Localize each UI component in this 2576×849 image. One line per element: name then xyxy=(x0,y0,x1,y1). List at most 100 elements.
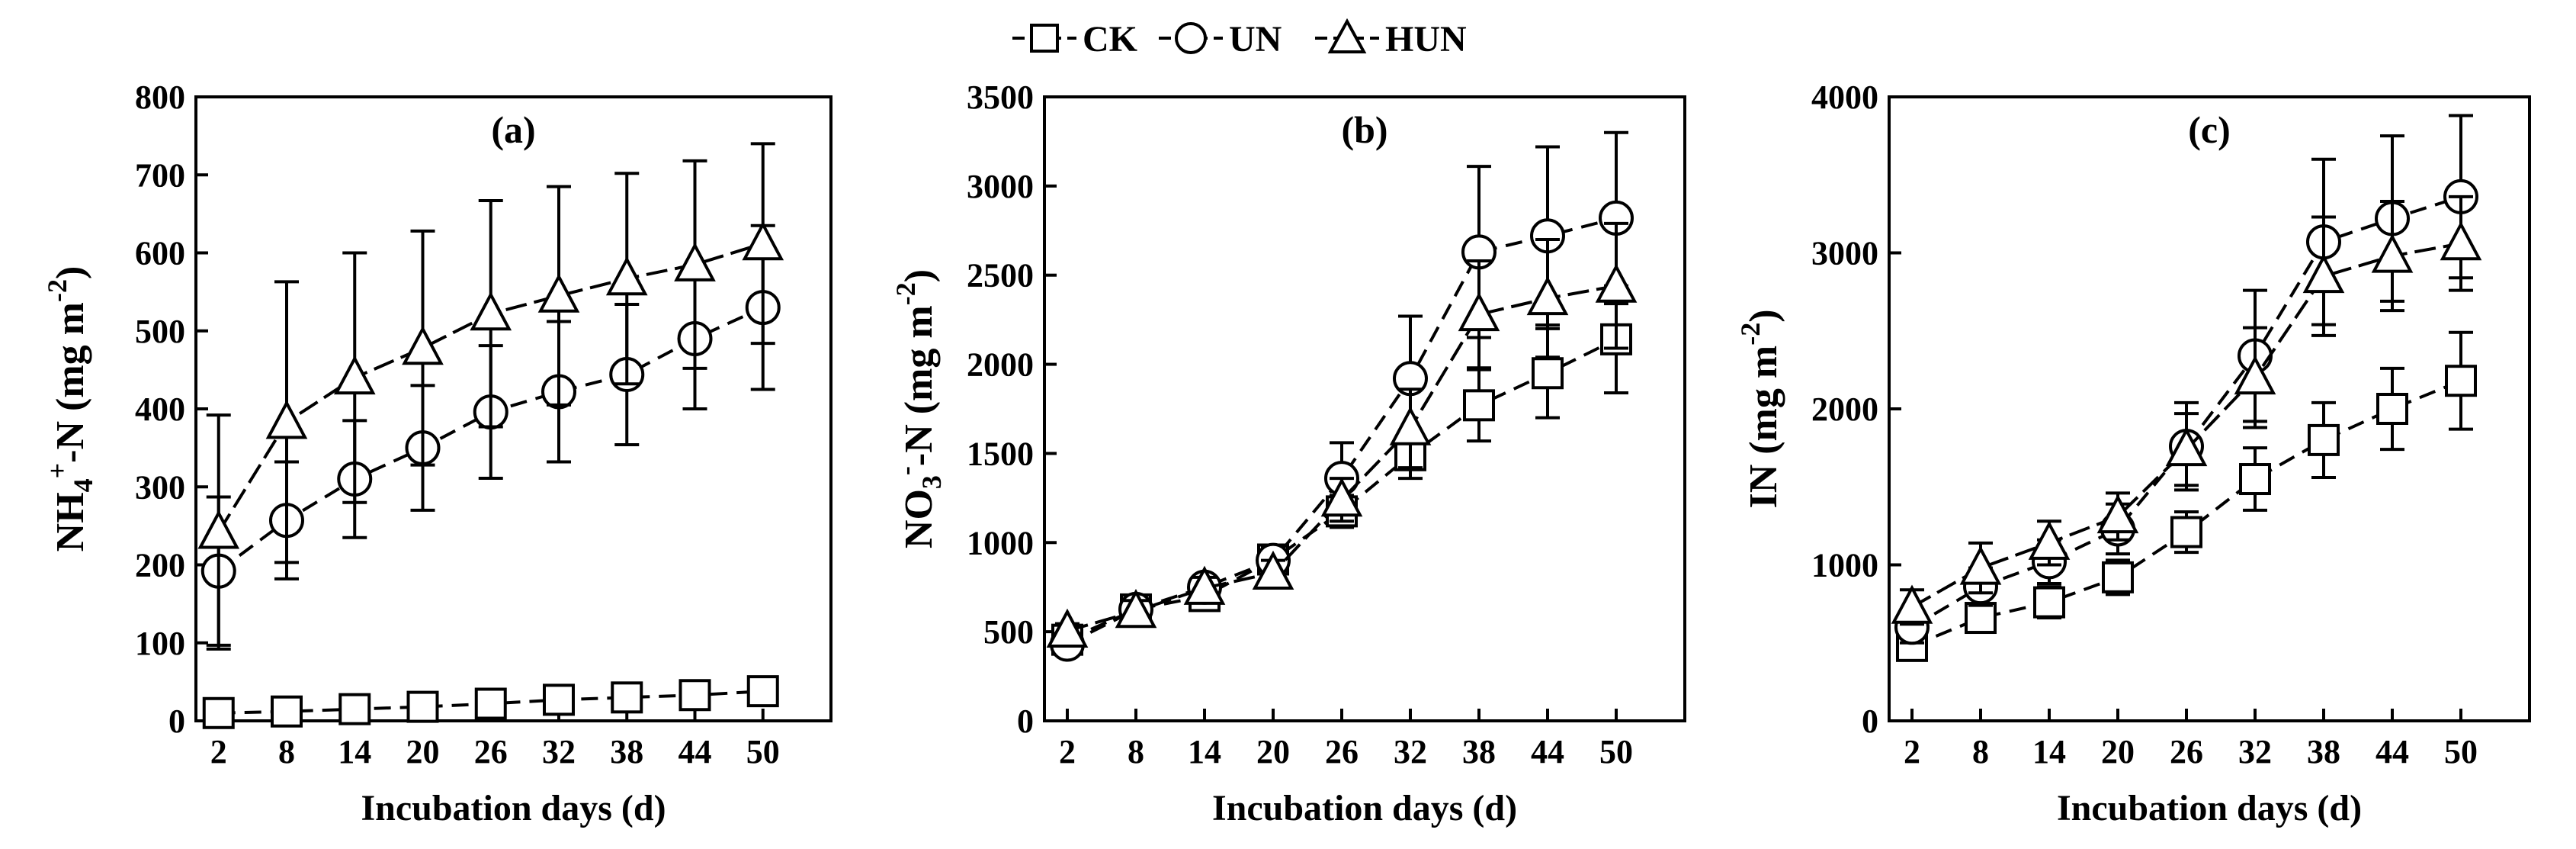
panel-b: 0 500 1000 1500 2000 2500 3000 3500 2 8 14 20 26 32 38… xyxy=(890,79,1686,828)
point-b-hun-8 xyxy=(1595,263,1638,303)
x-axis-a: 2 8 14 20 26 32 38 44 50 xyxy=(210,709,780,770)
point-c-hun-6 xyxy=(2302,253,2345,294)
series-line-b-ck xyxy=(1067,338,1617,642)
y-tick-label-a-8: 800 xyxy=(135,79,185,116)
point-b-hun-5 xyxy=(1389,406,1432,445)
point-c-ck-2 xyxy=(2033,586,2065,619)
x-tick-label-a-8: 50 xyxy=(746,733,780,770)
legend-label-un: UN xyxy=(1229,19,1282,59)
y-tick-label-b-0: 0 xyxy=(1017,703,1034,740)
y-tick-label-a-2: 200 xyxy=(135,547,185,584)
y-tick-label-b-6: 3000 xyxy=(967,168,1034,205)
y-axis-title-a-part-2: + xyxy=(42,463,72,479)
y-axis-title-c: IN (mg m-2) xyxy=(1735,309,1785,508)
panel-c: 0 1000 2000 3000 4000 2 8 14 20 26 32 38 44 50 Incubat… xyxy=(1735,79,2531,828)
point-a-hun-2 xyxy=(333,355,376,395)
panel-label-a: (a) xyxy=(491,108,535,151)
y-tick-label-b-2: 1000 xyxy=(967,524,1034,561)
y-tick-label-b-4: 2000 xyxy=(967,346,1034,384)
x-tick-label-b-4: 26 xyxy=(1325,733,1359,770)
y-tick-label-b-5: 2500 xyxy=(967,257,1034,294)
point-c-ck-8 xyxy=(2445,365,2477,397)
point-c-hun-3 xyxy=(2096,494,2139,534)
point-c-ck-7 xyxy=(2376,393,2408,425)
x-tick-label-b-0: 2 xyxy=(1059,733,1076,770)
x-tick-label-c-0: 2 xyxy=(1904,733,1920,770)
x-tick-label-b-5: 32 xyxy=(1394,733,1427,770)
point-b-hun-2 xyxy=(1183,565,1226,605)
series-line-b-hun xyxy=(1067,284,1617,632)
series-a-hun xyxy=(197,142,784,651)
series-c-hun xyxy=(1891,195,2482,626)
x-tick-label-c-2: 14 xyxy=(2032,733,2066,770)
y-axis-title-c-part-2: ) xyxy=(1742,309,1785,322)
y-axis-title-c-part-1: -2 xyxy=(1735,323,1766,346)
point-a-hun-6 xyxy=(605,256,648,296)
point-a-hun-0 xyxy=(197,510,240,549)
y-axis-title-c-part-0: IN (mg m xyxy=(1742,346,1785,509)
x-tick-label-a-6: 38 xyxy=(610,733,643,770)
y-tick-label-a-7: 700 xyxy=(135,156,185,194)
point-c-ck-6 xyxy=(2308,423,2340,456)
x-tick-label-b-2: 14 xyxy=(1188,733,1221,770)
legend-entry-un: UN xyxy=(1159,19,1282,59)
point-b-hun-7 xyxy=(1526,275,1569,316)
legend-entry-ck: CK xyxy=(1012,19,1137,59)
y-tick-label-c-0: 0 xyxy=(1862,703,1878,740)
point-a-hun-7 xyxy=(674,242,716,281)
y-tick-label-a-6: 600 xyxy=(135,235,185,272)
y-tick-label-a-1: 100 xyxy=(135,625,185,662)
y-axis-title-b: NO3--N (mg m-2) xyxy=(890,269,947,548)
x-tick-label-c-5: 32 xyxy=(2238,733,2272,770)
point-a-ck-5 xyxy=(543,683,575,716)
point-a-ck-1 xyxy=(271,695,303,728)
x-tick-label-c-1: 8 xyxy=(1972,733,1989,770)
legend-entry-hun: HUN xyxy=(1315,18,1467,59)
x-tick-label-c-7: 44 xyxy=(2376,733,2409,770)
plot-frame-b xyxy=(1043,95,1686,722)
x-tick-label-b-1: 8 xyxy=(1128,733,1144,770)
x-axis-b: 2 8 14 20 26 32 38 44 50 xyxy=(1059,709,1633,770)
x-tick-label-c-8: 50 xyxy=(2444,733,2478,770)
point-a-hun-5 xyxy=(537,273,580,313)
y-axis-title-a-part-0: NH xyxy=(49,492,92,552)
x-tick-label-a-1: 8 xyxy=(278,733,295,770)
y-tick-label-c-4: 4000 xyxy=(1811,79,1878,116)
y-axis-b: 0 500 1000 1500 2000 2500 3000 3500 xyxy=(967,79,1057,740)
point-b-hun-6 xyxy=(1458,291,1500,332)
point-a-hun-4 xyxy=(470,291,512,331)
y-tick-label-c-3: 3000 xyxy=(1811,235,1878,272)
x-tick-label-c-6: 38 xyxy=(2307,733,2340,770)
point-b-hun-0 xyxy=(1046,608,1089,648)
point-b-hun-3 xyxy=(1252,550,1294,590)
point-c-hun-4 xyxy=(2165,426,2208,467)
point-a-ck-6 xyxy=(611,681,643,714)
y-tick-label-b-1: 500 xyxy=(983,613,1034,651)
point-c-ck-4 xyxy=(2170,516,2202,548)
y-axis-c: 0 1000 2000 3000 4000 xyxy=(1811,79,1901,740)
point-a-hun-1 xyxy=(265,400,308,439)
x-tick-label-a-7: 44 xyxy=(678,733,712,770)
point-b-hun-4 xyxy=(1320,477,1363,517)
point-c-hun-1 xyxy=(1959,545,2002,585)
point-a-hun-3 xyxy=(402,325,444,365)
series-a-ck xyxy=(202,675,779,729)
point-c-hun-7 xyxy=(2371,233,2414,273)
series-c-ck xyxy=(1896,330,2477,662)
legend: CK UN HUN xyxy=(1012,18,1467,59)
panel-a: 0 100 200 300 400 500 600 700 800 2 8 14 20 26 32 38 44 5… xyxy=(42,79,832,828)
y-tick-label-a-3: 300 xyxy=(135,468,185,506)
panel-label-c: (c) xyxy=(2188,108,2231,151)
point-b-hun-1 xyxy=(1115,589,1157,629)
y-tick-label-a-0: 0 xyxy=(168,703,185,740)
point-a-ck-8 xyxy=(746,675,779,708)
point-c-ck-1 xyxy=(1965,602,1997,635)
y-tick-label-b-3: 1500 xyxy=(967,435,1034,472)
y-tick-label-b-7: 3500 xyxy=(967,79,1034,116)
legend-label-hun: HUN xyxy=(1385,19,1467,59)
x-tick-label-b-8: 50 xyxy=(1599,733,1633,770)
x-tick-label-b-7: 44 xyxy=(1531,733,1564,770)
point-b-ck-6 xyxy=(1463,389,1495,422)
